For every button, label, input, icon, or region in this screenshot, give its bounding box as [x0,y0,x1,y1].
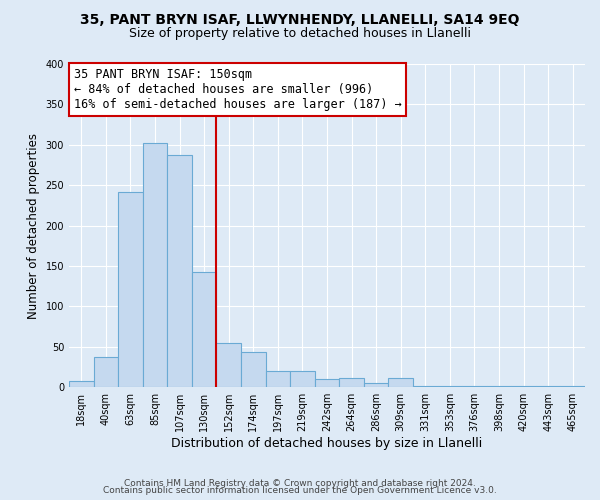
Bar [560,386,585,387]
Bar [192,272,217,387]
Text: Contains public sector information licensed under the Open Government Licence v3: Contains public sector information licen… [103,486,497,495]
Bar [437,386,462,387]
Bar [266,371,290,387]
Bar [167,156,192,387]
Bar [143,143,167,387]
Bar [69,380,94,387]
Text: 35 PANT BRYN ISAF: 150sqm
← 84% of detached houses are smaller (996)
16% of semi: 35 PANT BRYN ISAF: 150sqm ← 84% of detac… [74,68,402,111]
X-axis label: Distribution of detached houses by size in Llanelli: Distribution of detached houses by size … [172,437,482,450]
Bar [118,192,143,387]
Bar [94,358,118,387]
Bar [217,343,241,387]
Bar [536,386,560,387]
Text: 35, PANT BRYN ISAF, LLWYNHENDY, LLANELLI, SA14 9EQ: 35, PANT BRYN ISAF, LLWYNHENDY, LLANELLI… [80,12,520,26]
Text: Contains HM Land Registry data © Crown copyright and database right 2024.: Contains HM Land Registry data © Crown c… [124,478,476,488]
Bar [487,386,511,387]
Bar [340,378,364,387]
Bar [364,383,388,387]
Bar [413,386,437,387]
Bar [241,352,266,387]
Bar [462,386,487,387]
Y-axis label: Number of detached properties: Number of detached properties [27,132,40,318]
Text: Size of property relative to detached houses in Llanelli: Size of property relative to detached ho… [129,28,471,40]
Bar [511,386,536,387]
Bar [388,378,413,387]
Bar [315,379,340,387]
Bar [290,371,315,387]
